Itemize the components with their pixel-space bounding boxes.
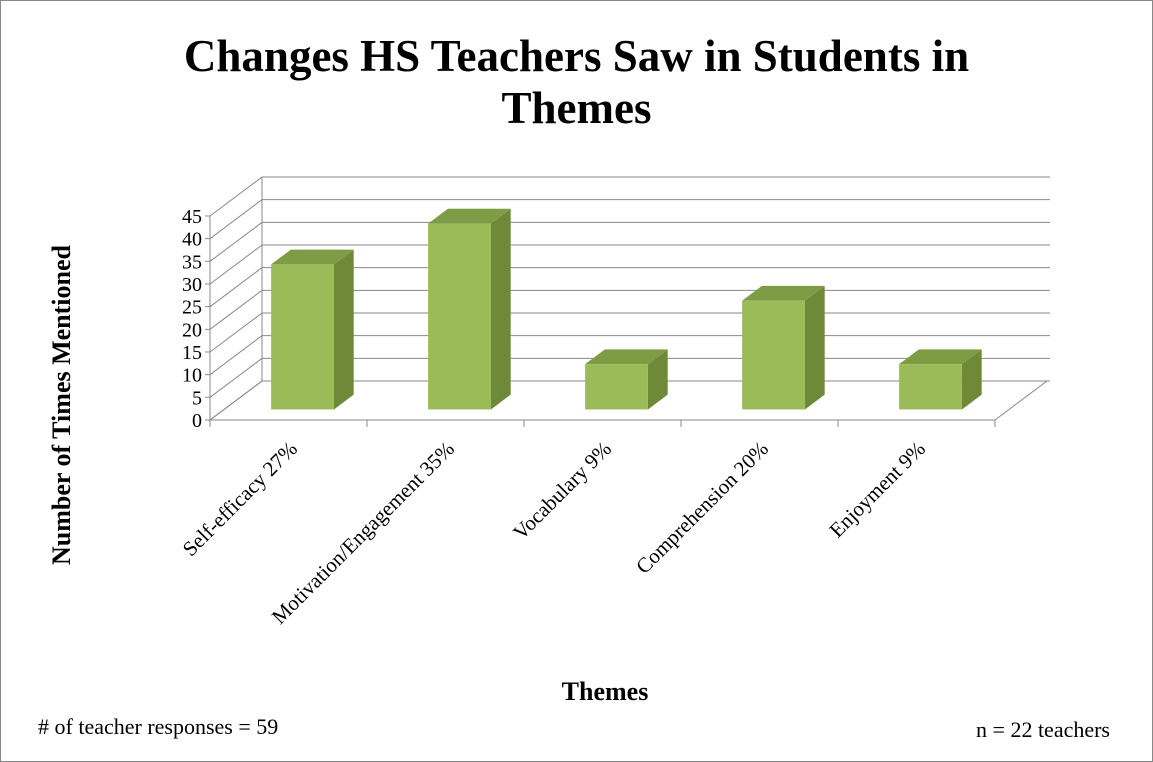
y-tick-label: 0 [192, 410, 202, 432]
bar-side [647, 349, 668, 410]
y-tick-label: 45 [182, 206, 202, 228]
bar [428, 223, 491, 410]
y-tick-label: 40 [182, 229, 202, 251]
grid-line [209, 357, 263, 398]
chart-title: Changes HS Teachers Saw in Students in T… [183, 31, 970, 133]
bar-top [742, 285, 825, 301]
y-tick-label: 25 [182, 297, 202, 319]
bar-side [333, 249, 354, 410]
grid-line [209, 312, 263, 353]
annotation: n = 22 teachers [976, 717, 1110, 742]
y-axis-title: Number of Times Mentioned [47, 244, 76, 564]
bar [585, 364, 648, 410]
bar-top [585, 349, 668, 365]
bar [271, 264, 334, 410]
grid-line [209, 289, 263, 330]
bar [899, 364, 962, 410]
bar-top [428, 208, 511, 224]
bar-side [961, 349, 982, 410]
y-tick-label: 20 [182, 319, 202, 341]
x-tick-label: Self-efficacy 27% [178, 437, 302, 561]
y-tick-label: 30 [182, 274, 202, 296]
grid-line [209, 221, 263, 262]
y-tick-label: 15 [182, 342, 202, 364]
y-tick-label: 35 [182, 251, 202, 273]
grid-line [209, 267, 263, 308]
annotation: # of teacher responses = 59 [38, 714, 278, 739]
y-tick-label: 5 [192, 387, 202, 409]
x-tick-label: Motivation/Engagement 35% [267, 437, 459, 629]
x-tick-label: Enjoyment 9% [824, 437, 930, 543]
grid-line [209, 176, 263, 217]
y-tick-label: 10 [182, 365, 202, 387]
bar-top [271, 249, 354, 265]
x-tick-label: Vocabulary 9% [508, 437, 616, 545]
bar [742, 300, 805, 410]
grid-line [209, 199, 263, 240]
grid-line [209, 380, 263, 421]
bar-side [804, 285, 825, 410]
grid-line [209, 244, 263, 285]
grid-line [209, 335, 263, 376]
bar-side [490, 208, 511, 410]
bar-top [899, 349, 982, 365]
x-tick-label: Comprehension 20% [631, 437, 773, 579]
x-axis-title: Themes [562, 677, 649, 706]
